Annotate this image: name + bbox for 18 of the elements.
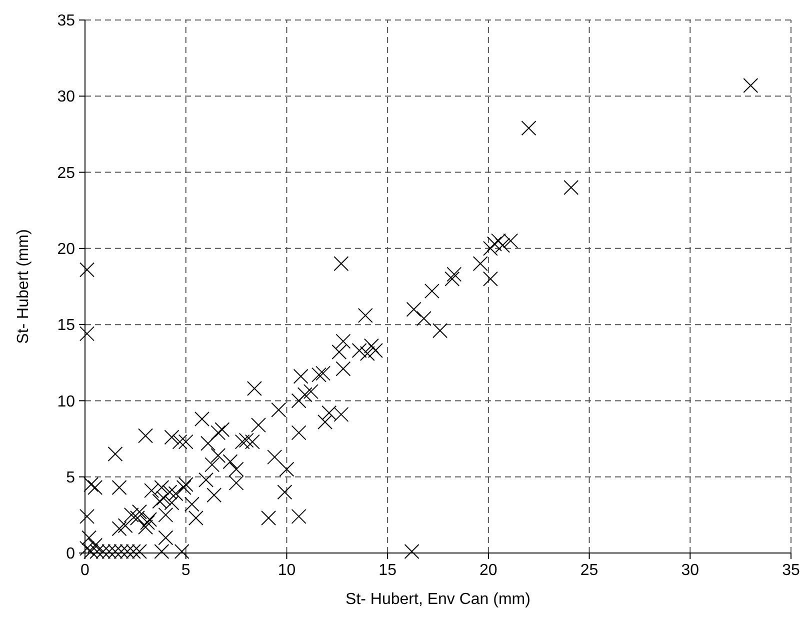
x-tick-label: 5 [181, 562, 190, 579]
x-tick-label: 20 [480, 562, 498, 579]
y-tick-label: 5 [66, 469, 76, 486]
y-axis-title: St- Hubert (mm) [15, 229, 32, 344]
x-tick-label: 0 [80, 562, 90, 579]
x-tick-label: 35 [782, 562, 800, 579]
y-tick-label: 15 [57, 317, 76, 334]
x-tick-label: 15 [378, 562, 397, 579]
x-axis-title: St- Hubert, Env Can (mm) [346, 591, 530, 608]
y-tick-label: 0 [66, 546, 76, 563]
y-tick-label: 35 [57, 12, 76, 30]
y-tick-label: 10 [57, 393, 76, 410]
x-tick-label: 10 [278, 562, 296, 579]
y-tick-label: 30 [57, 88, 76, 106]
x-tick-label: 25 [580, 562, 598, 579]
y-tick-label: 25 [57, 164, 76, 182]
x-tick-label: 30 [681, 562, 700, 579]
y-tick-label: 20 [57, 241, 76, 258]
